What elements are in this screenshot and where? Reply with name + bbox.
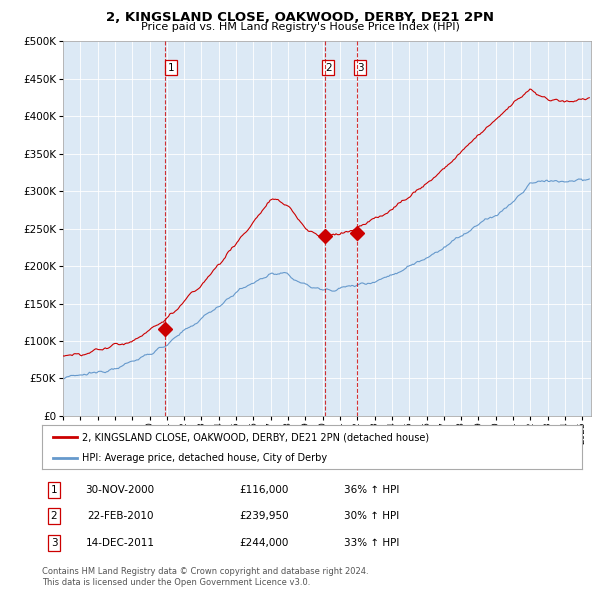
Text: 36% ↑ HPI: 36% ↑ HPI: [344, 485, 400, 494]
Text: 14-DEC-2011: 14-DEC-2011: [86, 538, 155, 548]
Text: 1: 1: [50, 485, 58, 494]
Text: 30-NOV-2000: 30-NOV-2000: [85, 485, 155, 494]
Text: 30% ↑ HPI: 30% ↑ HPI: [344, 512, 400, 521]
Text: 2: 2: [50, 512, 58, 521]
Text: 33% ↑ HPI: 33% ↑ HPI: [344, 538, 400, 548]
Text: 22-FEB-2010: 22-FEB-2010: [87, 512, 153, 521]
Text: 3: 3: [357, 63, 364, 73]
Text: 3: 3: [50, 538, 58, 548]
Text: HPI: Average price, detached house, City of Derby: HPI: Average price, detached house, City…: [83, 453, 328, 463]
Text: This data is licensed under the Open Government Licence v3.0.: This data is licensed under the Open Gov…: [42, 578, 310, 588]
Text: 1: 1: [167, 63, 174, 73]
Text: Price paid vs. HM Land Registry's House Price Index (HPI): Price paid vs. HM Land Registry's House …: [140, 22, 460, 32]
Text: 2, KINGSLAND CLOSE, OAKWOOD, DERBY, DE21 2PN (detached house): 2, KINGSLAND CLOSE, OAKWOOD, DERBY, DE21…: [83, 432, 430, 442]
Text: £116,000: £116,000: [239, 485, 289, 494]
Text: £239,950: £239,950: [239, 512, 289, 521]
Text: £244,000: £244,000: [239, 538, 289, 548]
Text: 2, KINGSLAND CLOSE, OAKWOOD, DERBY, DE21 2PN: 2, KINGSLAND CLOSE, OAKWOOD, DERBY, DE21…: [106, 11, 494, 24]
Text: Contains HM Land Registry data © Crown copyright and database right 2024.: Contains HM Land Registry data © Crown c…: [42, 566, 368, 576]
Text: 2: 2: [325, 63, 332, 73]
